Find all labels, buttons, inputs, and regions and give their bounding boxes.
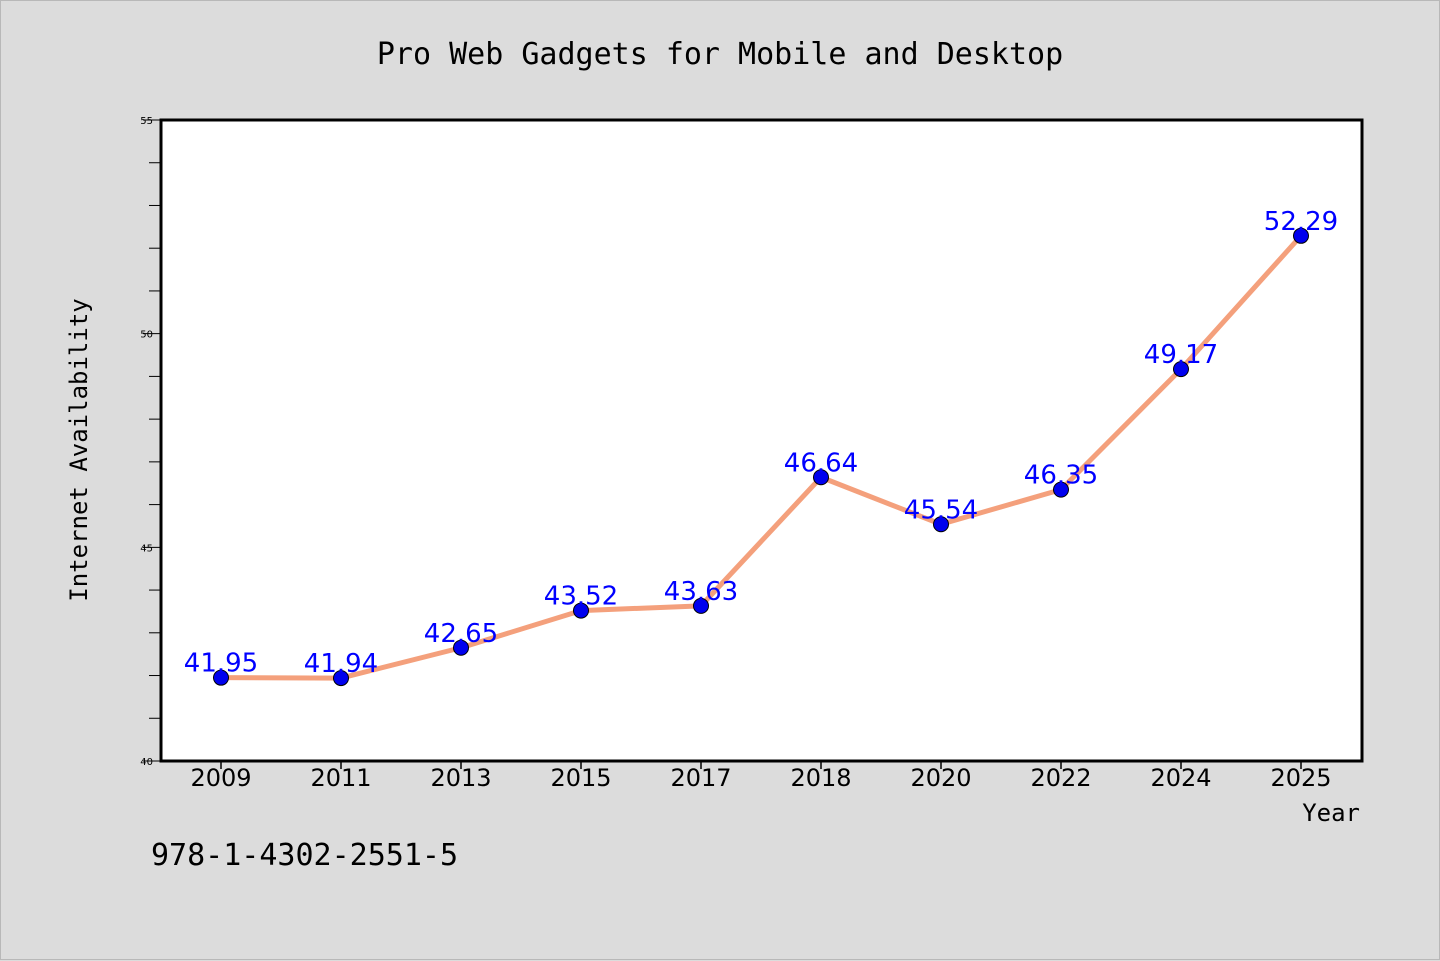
data-point — [573, 602, 589, 619]
data-label: 43.52 — [544, 582, 618, 612]
data-point — [1053, 481, 1069, 498]
plot-background — [159, 118, 1364, 763]
data-label: 43.63 — [664, 577, 738, 607]
chart-title: Pro Web Gadgets for Mobile and Desktop — [377, 37, 1063, 72]
y-tick-label: 50 — [140, 330, 153, 341]
series-layer — [213, 227, 1309, 687]
plot-area — [159, 118, 1364, 763]
x-tick-label: 2015 — [550, 764, 611, 792]
data-label: 41.95 — [184, 649, 258, 679]
data-point — [333, 670, 349, 687]
data-point — [693, 597, 709, 614]
x-tick-label: 2025 — [1270, 764, 1331, 792]
data-label: 52.29 — [1264, 207, 1338, 237]
x-tick-label: 2017 — [670, 764, 731, 792]
data-point — [813, 469, 829, 486]
data-point — [213, 669, 229, 686]
data-label: 46.35 — [1024, 461, 1098, 491]
footer-isbn: 978-1-4302-2551-5 — [151, 838, 458, 873]
x-tick-label: 2011 — [310, 764, 371, 792]
y-tick-label: 45 — [140, 543, 153, 554]
x-axis: 2009 2011 2013 2015 2017 2018 2020 2022 2024 2025 — [190, 761, 1332, 792]
data-point — [1173, 361, 1189, 378]
x-tick-label: 2024 — [1150, 764, 1211, 792]
series-line — [218, 233, 1304, 681]
x-axis-label: Year — [1302, 799, 1360, 827]
y-axis: 40 45 50 55 — [140, 116, 161, 768]
y-tick-label: 40 — [140, 757, 153, 768]
data-point — [1293, 227, 1309, 244]
data-label: 42.65 — [424, 619, 498, 649]
data-label: 49.17 — [1144, 340, 1218, 370]
data-point — [933, 516, 949, 533]
data-label: 45.54 — [904, 495, 978, 525]
data-label-layer: 41.95 41.94 42.65 43.52 43.63 46.64 45.54 46.35… — [184, 207, 1338, 679]
x-tick-label: 2022 — [1030, 764, 1091, 792]
y-tick-label: 55 — [140, 116, 153, 127]
x-tick-label: 2018 — [790, 764, 851, 792]
data-label: 46.64 — [784, 448, 858, 478]
y-axis-label: Internet Availability — [65, 298, 93, 601]
x-tick-label: 2009 — [190, 764, 251, 792]
x-tick-label: 2020 — [910, 764, 971, 792]
data-label: 41.94 — [304, 649, 378, 679]
data-point — [453, 639, 469, 656]
x-tick-label: 2013 — [430, 764, 491, 792]
